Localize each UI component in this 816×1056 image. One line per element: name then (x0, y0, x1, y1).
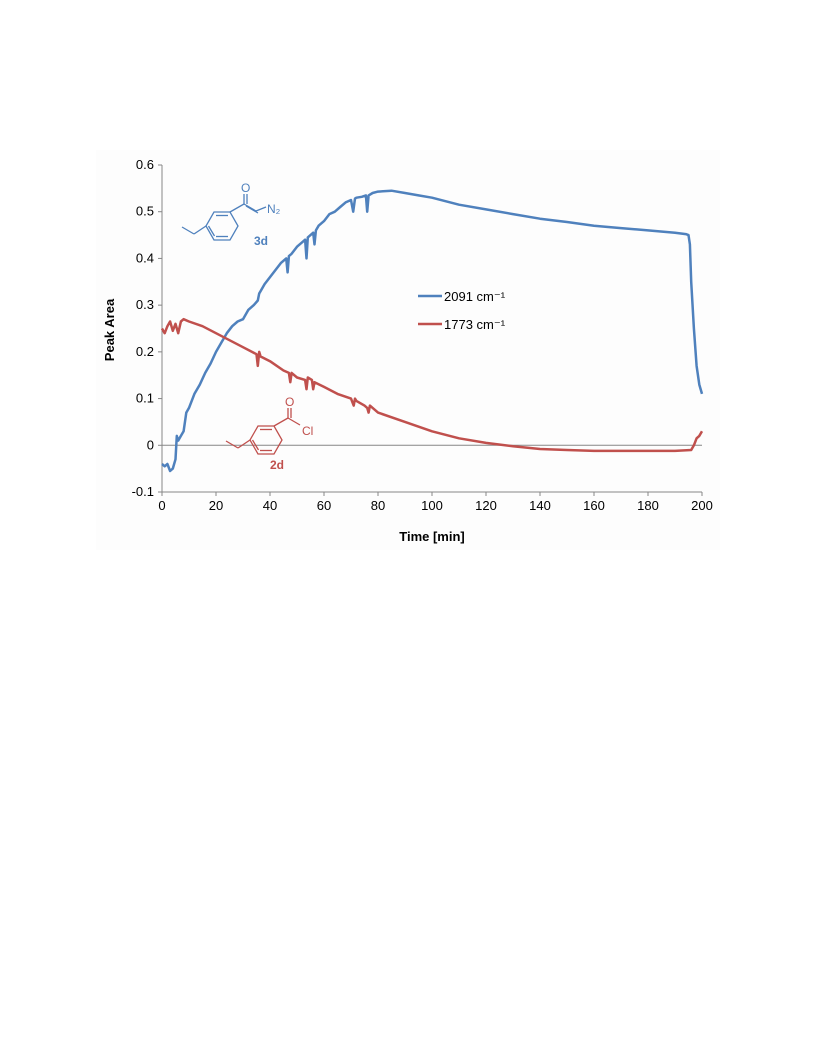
molecule-2d-label: 2d (270, 458, 284, 472)
x-tick-group: 0 20 40 60 80 100 120 140 160 180 200 (158, 492, 713, 513)
x-tick-label: 40 (263, 498, 277, 513)
x-axis-title: Time [min] (399, 529, 465, 544)
x-tick-label: 60 (317, 498, 331, 513)
figure: -0.1 0 0.1 0.2 0.3 0.4 0.5 0.6 0 20 40 60 80 100 120 1… (96, 150, 720, 550)
series-line-1773 (160, 317, 704, 453)
x-tick-label: 140 (529, 498, 551, 513)
x-tick-label: 20 (209, 498, 223, 513)
chart-svg: -0.1 0 0.1 0.2 0.3 0.4 0.5 0.6 0 20 40 60 80 100 120 1… (102, 157, 713, 544)
molecule-2d-oxygen: O (285, 395, 294, 409)
legend: 2091 cm⁻¹ 1773 cm⁻¹ (418, 289, 506, 332)
legend-label-1773: 1773 cm⁻¹ (444, 317, 506, 332)
y-tick-label: 0.4 (136, 250, 154, 265)
legend-label-2091: 2091 cm⁻¹ (444, 289, 506, 304)
x-tick-label: 80 (371, 498, 385, 513)
y-tick-label: 0.3 (136, 297, 154, 312)
series-group (160, 189, 704, 473)
molecule-2d-chlorine: Cl (302, 424, 313, 438)
x-tick-label: 120 (475, 498, 497, 513)
y-axis-title: Peak Area (102, 298, 117, 361)
y-tick-label: 0.5 (136, 204, 154, 219)
molecule-3d-oxygen: O (241, 181, 250, 195)
molecule-2d-structure (225, 408, 301, 455)
y-tick-label: 0.2 (136, 344, 154, 359)
molecule-3d-structure (181, 194, 267, 241)
y-tick-label: 0.6 (136, 157, 154, 172)
molecule-3d-n2: N₂ (267, 202, 281, 216)
x-tick-label: 200 (691, 498, 713, 513)
y-tick-label: -0.1 (132, 484, 154, 499)
y-tick-label: 0 (147, 437, 154, 452)
x-tick-label: 0 (158, 498, 165, 513)
x-tick-label: 180 (637, 498, 659, 513)
x-tick-label: 100 (421, 498, 443, 513)
series-line-2091 (161, 189, 704, 473)
y-tick-group: -0.1 0 0.1 0.2 0.3 0.4 0.5 0.6 (132, 157, 162, 499)
x-tick-label: 160 (583, 498, 605, 513)
molecule-3d-label: 3d (254, 234, 268, 248)
y-tick-label: 0.1 (136, 391, 154, 406)
